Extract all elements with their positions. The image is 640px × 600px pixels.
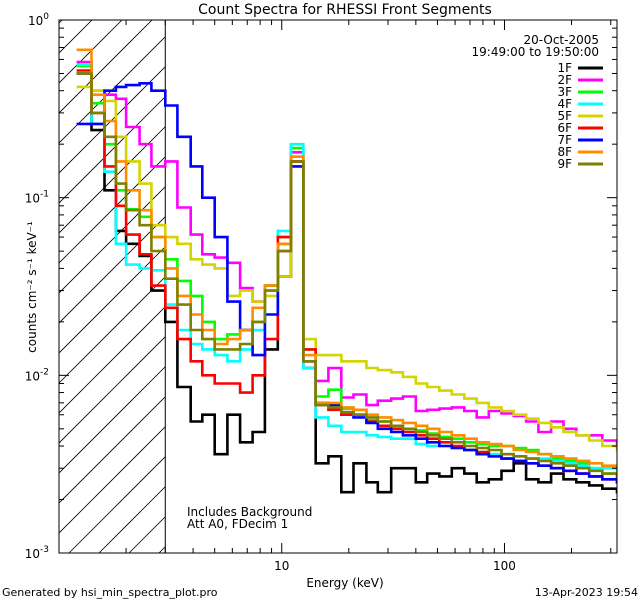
chart-title: Count Spectra for RHESSI Front Segments xyxy=(198,2,492,18)
date-label: 20-Oct-2005 xyxy=(523,33,599,47)
series-8F-line xyxy=(76,48,617,470)
legend-label-3F: 3F xyxy=(557,85,572,99)
axis-ticks: 10 100 100 10-1 10-2 10-3 xyxy=(25,12,617,573)
y-axis-label: counts cm⁻² s⁻¹ keV⁻¹ xyxy=(25,221,39,353)
y-tick-label: 10-3 xyxy=(25,545,49,561)
time-range-label: 19:49:00 to 19:50:00 xyxy=(472,45,599,59)
legend-label-4F: 4F xyxy=(557,97,572,111)
series-group xyxy=(76,48,617,494)
plot-frame xyxy=(58,19,618,554)
hatch-line xyxy=(59,20,213,174)
legend-label-7F: 7F xyxy=(557,133,572,147)
x-axis-label: Energy (keV) xyxy=(306,576,383,590)
x-tick-label: 100 xyxy=(493,559,516,573)
y-tick-label: 100 xyxy=(28,12,49,28)
legend-label-8F: 8F xyxy=(557,145,572,159)
legend-label-2F: 2F xyxy=(557,73,572,87)
series-7F-line xyxy=(76,82,617,484)
legend-label-1F: 1F xyxy=(557,61,572,75)
legend-label-9F: 9F xyxy=(557,157,572,171)
series-1F-line xyxy=(76,72,617,494)
attenuator-note: Att A0, FDecim 1 xyxy=(187,517,288,531)
generator-footer: Generated by hsi_min_spectra_plot.pro xyxy=(2,586,218,599)
legend-label-6F: 6F xyxy=(557,121,572,135)
y-tick-label: 10-1 xyxy=(25,190,49,206)
legend-label-5F: 5F xyxy=(557,109,572,123)
timestamp-footer: 13-Apr-2023 19:54 xyxy=(535,586,638,599)
x-tick-label: 10 xyxy=(274,559,289,573)
series-9F-line xyxy=(76,72,617,478)
background-note: Includes Background xyxy=(187,505,312,519)
series-5F-line xyxy=(76,85,617,452)
y-tick-label: 10-2 xyxy=(25,367,49,383)
